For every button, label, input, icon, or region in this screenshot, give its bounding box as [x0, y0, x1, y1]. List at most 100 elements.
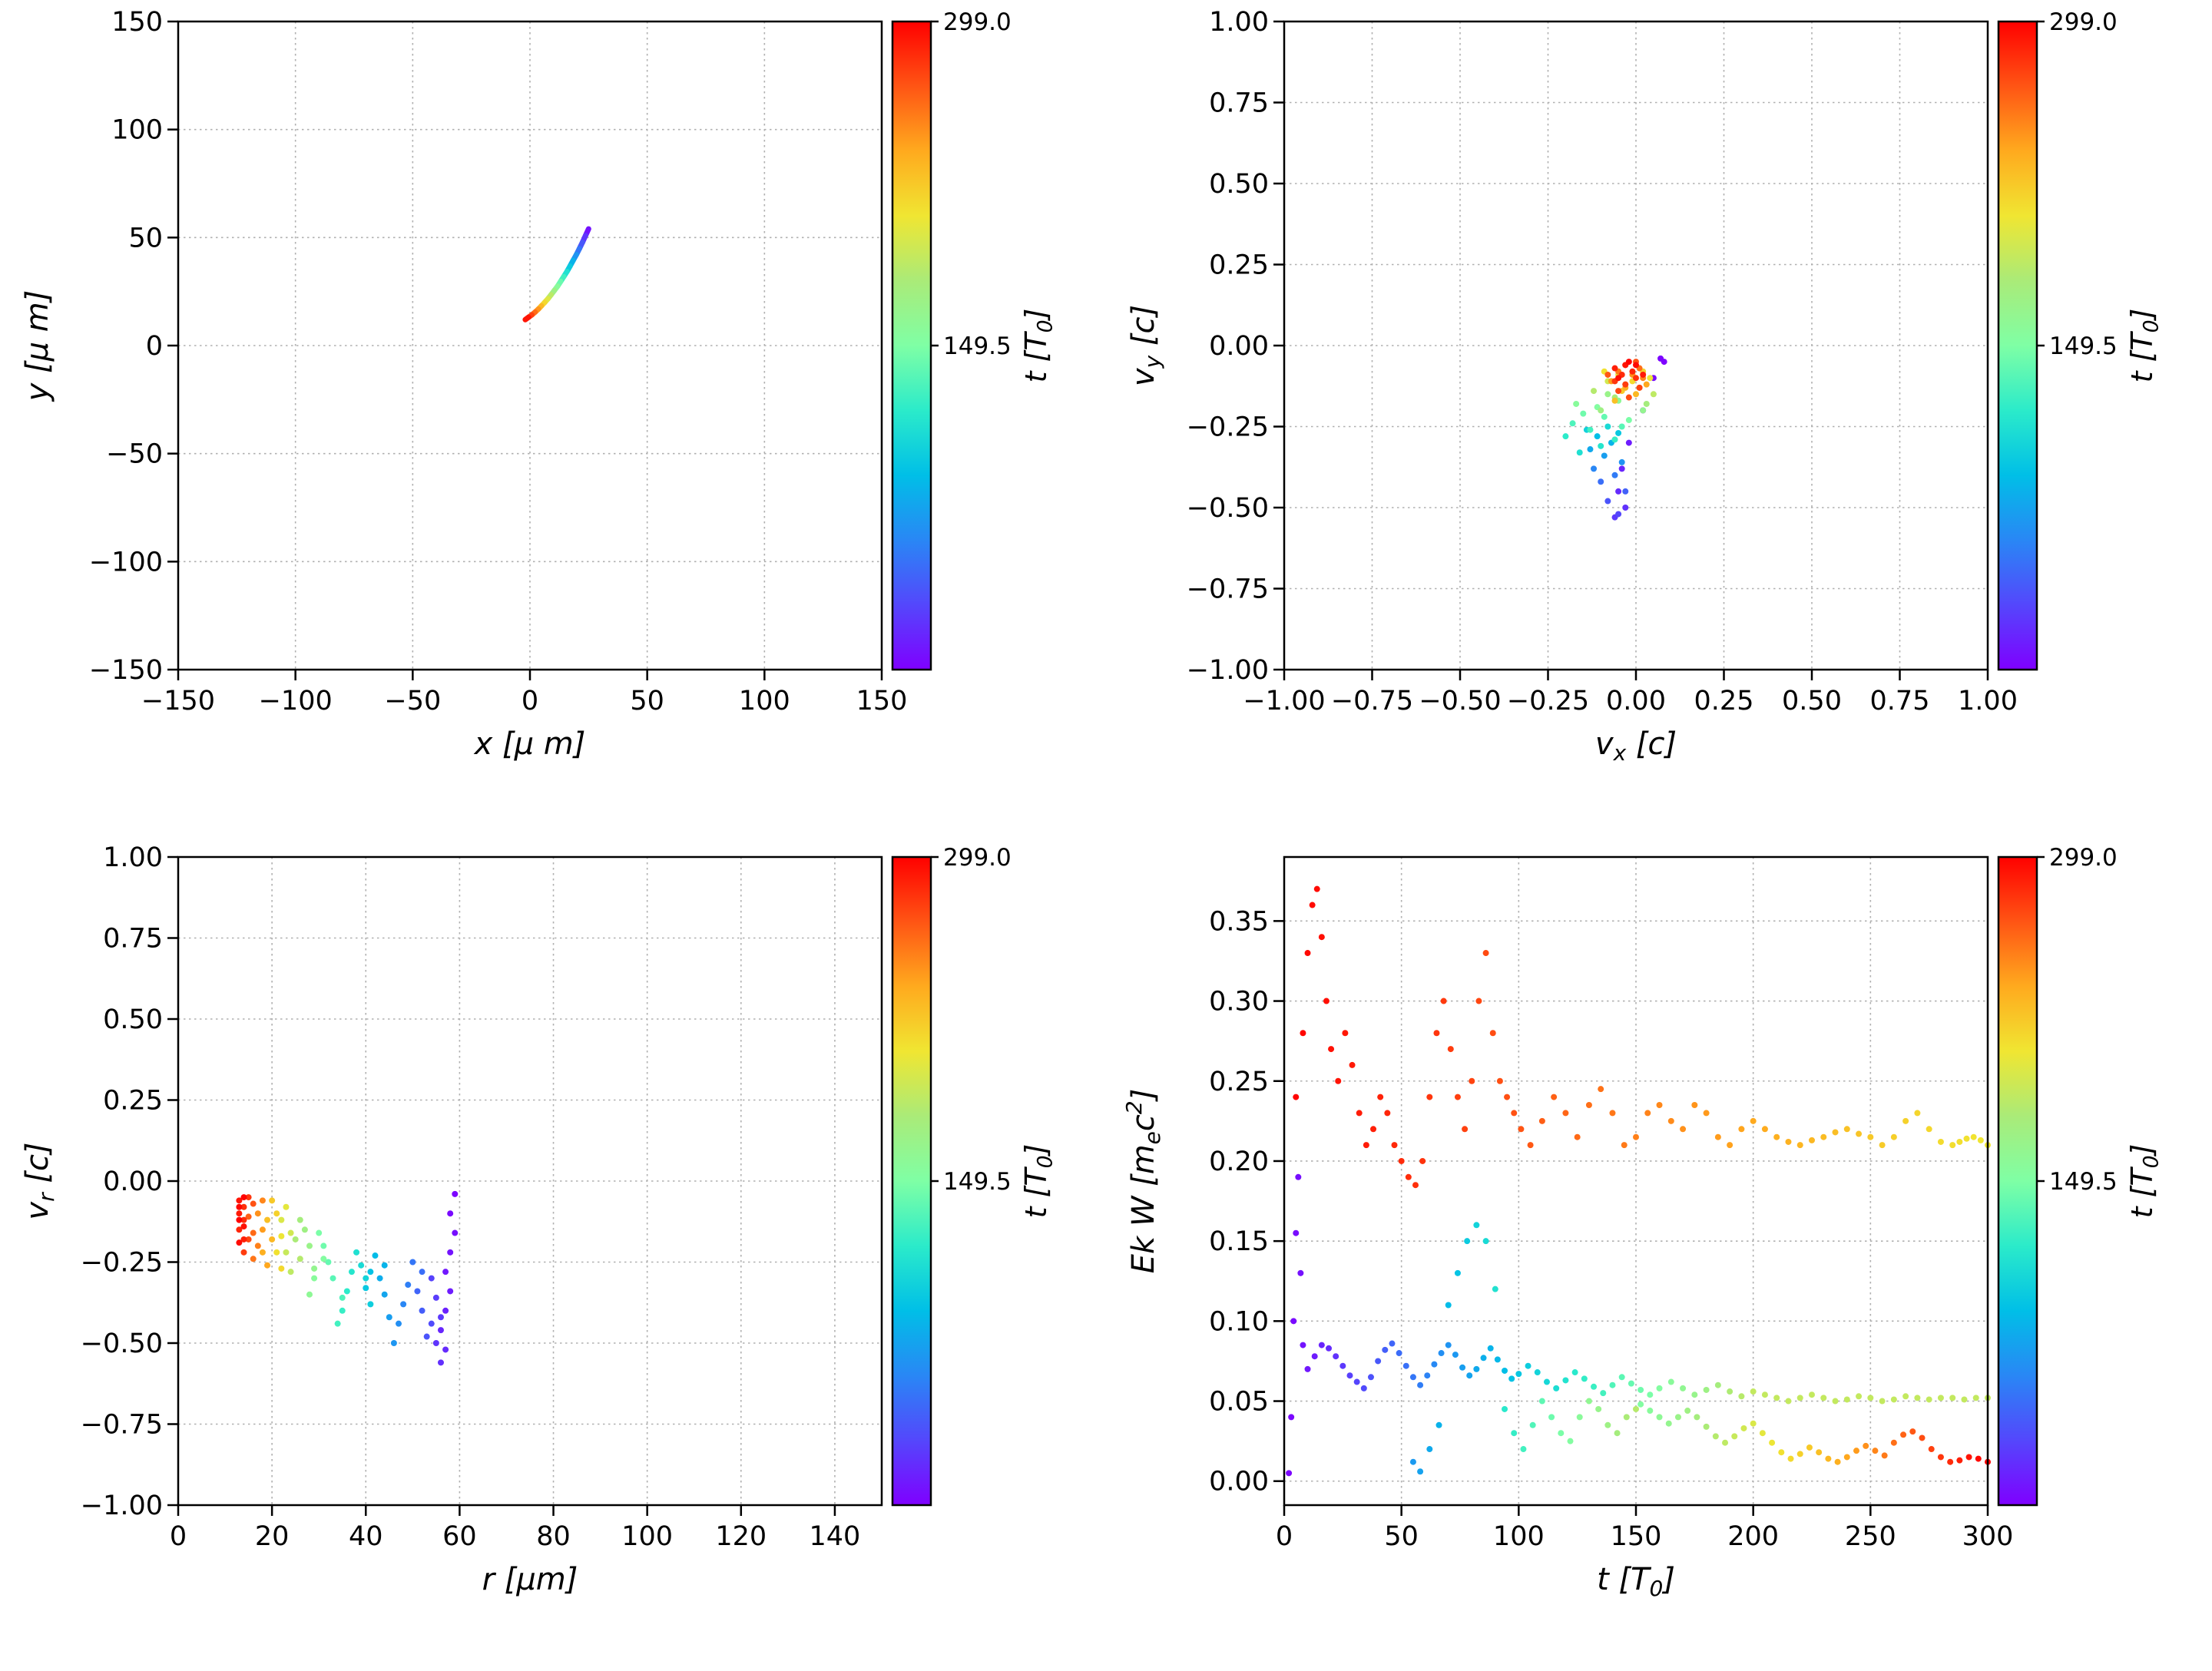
plot-series — [522, 226, 591, 323]
y-tick-label: 0.00 — [103, 1166, 163, 1197]
x-tick-label: 150 — [1611, 1521, 1662, 1552]
x-tick-label: 250 — [1845, 1521, 1896, 1552]
grid — [177, 21, 882, 670]
y-tick-label: 0.25 — [1209, 250, 1269, 281]
x-tick-label: −0.25 — [1507, 686, 1589, 716]
x-tick-label: 0.25 — [1694, 686, 1754, 716]
axis-ticks — [1273, 20, 1989, 680]
x-tick-label: 20 — [255, 1521, 290, 1552]
plot-series — [236, 1190, 459, 1366]
y-tick-label: −0.25 — [81, 1248, 163, 1279]
colorbar: 299.0 149.5 t [T0] — [1997, 8, 2164, 671]
x-tick-label: −100 — [259, 686, 333, 716]
axis-ticks — [167, 20, 883, 680]
y-tick-label: −0.50 — [1187, 493, 1269, 524]
y-axis-label: y [μ m] — [20, 290, 55, 402]
x-tick-label: 100 — [621, 1521, 673, 1552]
y-tick-labels: −1.00 −0.75 −0.50 −0.25 0.00 0.25 0.50 0.75 1.00 — [81, 842, 163, 1521]
axis-ticks — [1273, 920, 1989, 1516]
y-tick-label: 0.20 — [1209, 1147, 1269, 1177]
y-tick-label: 0.05 — [1209, 1387, 1269, 1418]
colorbar-tick-label: 299.0 — [943, 8, 1012, 36]
y-tick-label: 0.00 — [1209, 1467, 1269, 1497]
colorbar-tick-label: 299.0 — [2049, 844, 2118, 872]
y-tick-label: 0.30 — [1209, 987, 1269, 1017]
panel-energy-time-scatter: 0 50 100 150 200 250 3000.000.050.100.150.200.… — [1106, 836, 2212, 1671]
y-tick-label: −1.00 — [81, 1491, 163, 1521]
y-axis-label: vr [c] — [20, 1142, 59, 1219]
y-axis-label: Ek W [mec2] — [1121, 1089, 1165, 1274]
y-tick-label: −0.75 — [1187, 574, 1269, 605]
x-tick-label: 140 — [810, 1521, 861, 1552]
colorbar-label: t [T0] — [1019, 309, 1058, 383]
y-axis-label: vy [c] — [1126, 305, 1165, 386]
colorbar: 299.0 149.5 t [T0] — [1997, 844, 2164, 1507]
x-tick-label: 1.00 — [1958, 686, 2018, 716]
y-tick-label: 0.50 — [103, 1004, 163, 1035]
colorbar-tick-label: 149.5 — [2049, 333, 2118, 360]
x-tick-label: 300 — [1962, 1521, 2014, 1552]
x-tick-labels: −150 −100 −50 0 50 100 150 — [141, 686, 907, 716]
panel-vx-vy-scatter: −1.00 −0.75 −0.50 −0.25 0.00 0.25 0.50 0.75 1.00… — [1106, 0, 2212, 836]
x-tick-label: 150 — [856, 686, 908, 716]
y-tick-label: 1.00 — [103, 842, 163, 873]
y-tick-label: 0.15 — [1209, 1226, 1269, 1257]
x-tick-label: 100 — [1493, 1521, 1545, 1552]
x-tick-label: 40 — [349, 1521, 383, 1552]
y-tick-label: 0.10 — [1209, 1306, 1269, 1337]
axis-ticks — [167, 855, 836, 1516]
x-tick-label: 50 — [630, 686, 664, 716]
x-tick-label: 200 — [1727, 1521, 1779, 1552]
y-tick-label: 0.75 — [103, 924, 163, 955]
colorbar-tick-label: 149.5 — [2049, 1168, 2118, 1196]
colorbar-tick-label: 149.5 — [943, 1168, 1012, 1196]
x-tick-label: 120 — [715, 1521, 767, 1552]
colorbar-label: t [T0] — [2125, 309, 2164, 383]
colorbar-label: t [T0] — [2125, 1144, 2164, 1219]
y-tick-label: 0.35 — [1209, 906, 1269, 937]
colorbar-tick-label: 299.0 — [943, 844, 1012, 872]
y-tick-labels: 0.00 0.05 0.10 0.15 0.20 0.25 0.30 0.35 — [1209, 906, 1269, 1497]
grid — [177, 856, 882, 1506]
x-tick-labels: 0 20 40 60 80 100 120 140 — [170, 1521, 860, 1552]
x-tick-label: 0.50 — [1782, 686, 1842, 716]
x-tick-label: −0.50 — [1419, 686, 1501, 716]
y-tick-label: 0.25 — [1209, 1067, 1269, 1097]
y-tick-label: −0.50 — [81, 1329, 163, 1359]
x-axis-label: r [μm] — [482, 1562, 578, 1597]
x-axis-label: t [T0] — [1597, 1562, 1675, 1601]
x-axis-label: vx [c] — [1595, 726, 1677, 766]
x-tick-label: 0 — [522, 686, 538, 716]
x-tick-label: 80 — [536, 1521, 571, 1552]
x-tick-label: 100 — [739, 686, 790, 716]
y-tick-label: −1.00 — [1187, 655, 1269, 686]
y-tick-label: −0.75 — [81, 1410, 163, 1441]
x-tick-label: −150 — [141, 686, 215, 716]
y-tick-label: −150 — [89, 655, 163, 686]
y-tick-label: 150 — [111, 7, 163, 38]
plot-series — [1286, 885, 1991, 1477]
y-tick-label: 50 — [128, 223, 163, 253]
y-tick-label: 0.75 — [1209, 88, 1269, 119]
y-tick-label: 1.00 — [1209, 7, 1269, 38]
y-tick-labels: −1.00 −0.75 −0.50 −0.25 0.00 0.25 0.50 0.75 1.00 — [1187, 7, 1269, 686]
plot-series — [1562, 355, 1667, 521]
x-tick-labels: 0 50 100 150 200 250 300 — [1276, 1521, 2014, 1552]
panel-xy-trajectory: −150 −100 −50 0 50 100 150 −150 −100 −50 0 50 100 150… — [0, 0, 1106, 836]
y-tick-labels: −150 −100 −50 0 50 100 150 — [89, 7, 163, 686]
grid — [1283, 21, 1988, 670]
colorbar-tick-label: 299.0 — [2049, 8, 2118, 36]
x-tick-label: 50 — [1384, 1521, 1419, 1552]
y-tick-label: 0.00 — [1209, 331, 1269, 362]
y-tick-label: −0.25 — [1187, 412, 1269, 443]
y-tick-label: −100 — [89, 547, 163, 577]
x-axis-label: x [μ m] — [473, 726, 586, 762]
x-tick-label: 0 — [170, 1521, 187, 1552]
colorbar-tick-label: 149.5 — [943, 333, 1012, 360]
x-tick-label: −0.75 — [1331, 686, 1413, 716]
x-tick-label: 60 — [442, 1521, 477, 1552]
y-tick-label: 0 — [146, 331, 163, 362]
x-tick-labels: −1.00 −0.75 −0.50 −0.25 0.00 0.25 0.50 0.75 1.00 — [1243, 686, 2018, 716]
